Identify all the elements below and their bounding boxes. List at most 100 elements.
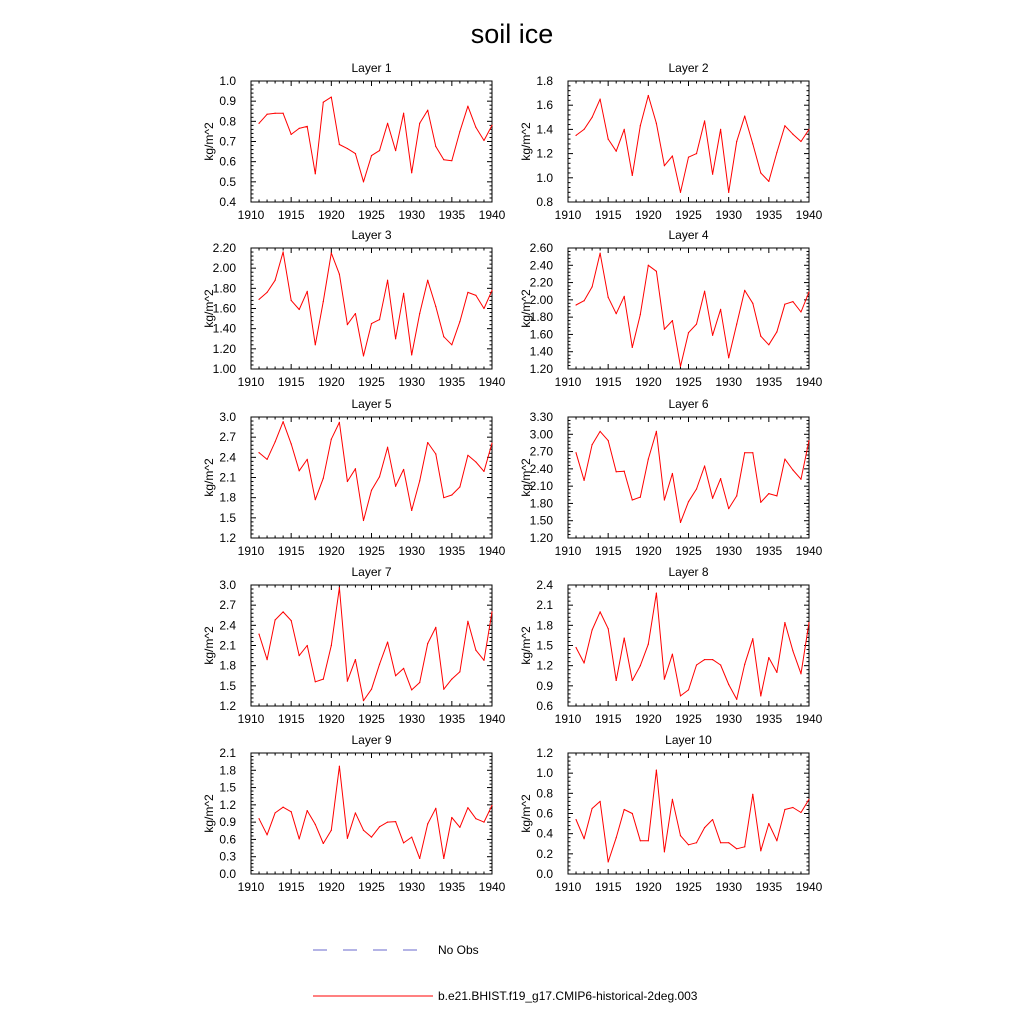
data-point — [298, 838, 300, 840]
data-point — [687, 332, 690, 334]
data-point — [483, 821, 485, 823]
data-point — [290, 299, 292, 302]
data-point — [655, 270, 657, 272]
x-tick-label: 1920 — [318, 880, 345, 894]
data-point — [575, 134, 577, 137]
data-point — [712, 659, 714, 661]
data-point — [639, 496, 641, 498]
data-point — [403, 112, 405, 114]
data-point — [768, 180, 770, 183]
plot-frame — [250, 80, 493, 203]
data-point — [483, 307, 485, 310]
data-point — [290, 133, 292, 136]
data-point — [475, 294, 477, 296]
data-point — [306, 290, 308, 292]
x-tick-label: 1925 — [358, 712, 385, 726]
series-line-layer-1 — [258, 96, 493, 183]
data-point — [800, 311, 802, 313]
data-point — [784, 303, 786, 305]
y-tick-label: 0.9 — [219, 815, 236, 829]
data-point — [475, 126, 477, 128]
y-tick-label: 1.6 — [536, 98, 553, 112]
data-point — [671, 653, 674, 655]
y-tick-label: 2.10 — [530, 479, 554, 493]
data-point — [663, 678, 666, 680]
y-tick-label: 2.70 — [530, 445, 554, 459]
x-tick-label: 1930 — [398, 880, 425, 894]
x-tick-label: 1925 — [675, 375, 702, 389]
data-point — [655, 430, 657, 433]
data-point — [338, 587, 340, 589]
data-point — [583, 128, 585, 130]
data-point — [760, 335, 762, 337]
plot-frame — [250, 416, 493, 539]
data-point — [266, 834, 268, 836]
data-point — [607, 138, 609, 140]
data-point — [419, 122, 421, 124]
y-tick-label: 1.5 — [219, 511, 236, 525]
data-point — [298, 127, 300, 129]
data-point — [720, 842, 722, 844]
x-tick-label: 1910 — [238, 544, 265, 558]
x-tick-label: 1935 — [755, 544, 782, 558]
data-point — [354, 312, 357, 315]
data-point — [491, 611, 493, 613]
panel-layer-9: Layer 9 kg/m^2 1910 1915 1920 1925 1930 1935 194… — [202, 733, 506, 894]
data-point — [411, 836, 413, 838]
data-point — [784, 622, 786, 624]
data-point — [623, 808, 625, 811]
data-point — [792, 650, 794, 652]
data-point — [736, 323, 738, 325]
data-point — [395, 338, 397, 340]
y-tick-label: 2.7 — [219, 430, 236, 444]
data-point — [591, 629, 593, 631]
data-point — [346, 147, 348, 150]
data-point — [800, 140, 802, 143]
x-tick-label: 1920 — [635, 544, 662, 558]
x-tick-label: 1910 — [238, 712, 265, 726]
series-line-layer-7 — [258, 587, 493, 702]
x-tick-label: 1930 — [398, 375, 425, 389]
y-tick-label: 1.20 — [530, 362, 554, 376]
data-point — [615, 679, 617, 682]
data-point — [808, 798, 810, 800]
x-tick-label: 1925 — [358, 880, 385, 894]
y-tick-label: 0.7 — [219, 135, 236, 149]
data-point — [491, 442, 493, 444]
data-point — [647, 94, 649, 97]
y-axis-label: kg/m^2 — [519, 458, 533, 497]
y-tick-label: 1.2 — [219, 798, 236, 812]
data-point — [290, 620, 292, 622]
y-axis-label: kg/m^2 — [202, 458, 216, 497]
x-tick-label: 1925 — [675, 712, 702, 726]
data-point — [760, 850, 762, 852]
data-point — [443, 688, 445, 690]
y-tick-label: 1.2 — [219, 531, 236, 545]
data-point — [728, 191, 730, 193]
legend-label-no-obs: No Obs — [438, 943, 479, 957]
data-point — [687, 501, 690, 503]
y-tick-label: 1.8 — [219, 763, 236, 777]
data-point — [679, 695, 682, 697]
y-tick-label: 1.2 — [536, 746, 553, 760]
x-tick-label: 1925 — [358, 208, 385, 222]
data-point — [338, 421, 340, 423]
y-tick-label: 1.5 — [219, 679, 236, 693]
data-point — [467, 620, 469, 622]
data-point — [451, 344, 453, 346]
data-point — [752, 793, 754, 795]
data-point — [491, 124, 493, 126]
data-point — [575, 646, 577, 649]
y-tick-label: 2.1 — [219, 639, 236, 653]
y-tick-label: 2.20 — [530, 276, 554, 290]
data-point — [663, 499, 666, 501]
data-point — [419, 857, 421, 860]
x-tick-label: 1930 — [398, 544, 425, 558]
data-point — [655, 769, 657, 771]
series-line-layer-10 — [575, 769, 810, 863]
x-tick-label: 1940 — [796, 880, 823, 894]
data-point — [703, 827, 706, 829]
data-point — [599, 611, 601, 613]
y-tick-label: 1.2 — [536, 147, 553, 161]
data-point — [687, 689, 690, 691]
